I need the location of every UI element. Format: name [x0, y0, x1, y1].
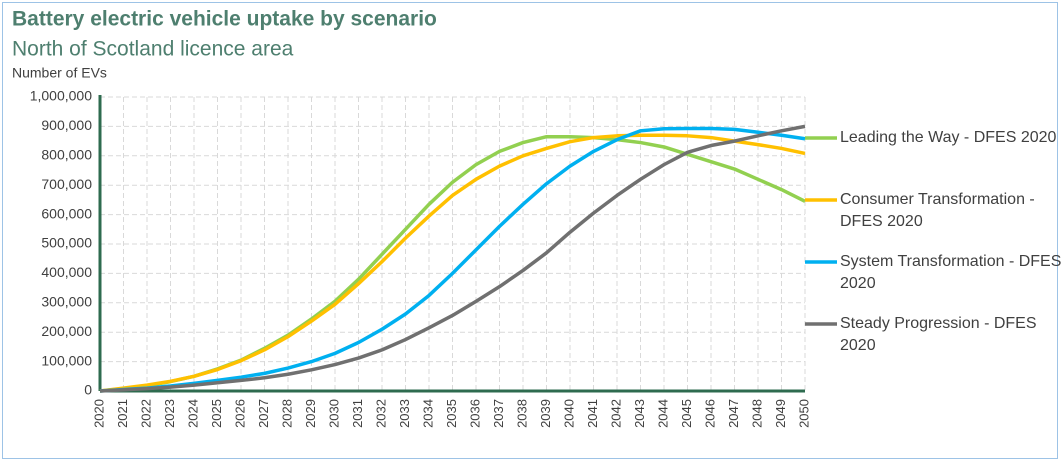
x-tick-label: 2021: [115, 399, 130, 428]
x-tick-label: 2048: [749, 399, 764, 428]
chart-subtitle: North of Scotland licence area: [12, 38, 294, 61]
x-tick-label: 2028: [279, 399, 294, 428]
x-tick-label: 2042: [608, 399, 623, 428]
x-tick-label: 2047: [726, 399, 741, 428]
y-tick-label: 1,000,000: [30, 88, 92, 104]
x-tick-label: 2049: [773, 399, 788, 428]
x-tick-label: 2050: [796, 399, 811, 428]
x-tick-label: 2025: [209, 399, 224, 428]
x-tick-label: 2045: [679, 399, 694, 428]
x-tick-label: 2037: [491, 399, 506, 428]
x-tick-label: 2039: [538, 399, 553, 428]
series-line: [99, 126, 806, 393]
x-tick-label: 2035: [444, 399, 459, 428]
y-tick-label: 300,000: [41, 294, 92, 310]
x-tick-label: 2036: [467, 399, 482, 428]
y-tick-label: 800,000: [41, 147, 92, 163]
y-tick-label: 700,000: [41, 176, 92, 192]
x-tick-label: 2038: [514, 399, 529, 428]
x-tick-label: 2020: [91, 399, 106, 428]
y-tick-label: 500,000: [41, 235, 92, 251]
series-line: [99, 133, 806, 393]
x-tick-label: 2034: [420, 399, 435, 428]
x-tick-label: 2044: [655, 399, 670, 428]
legend-label: Leading the Way - DFES 2020: [840, 129, 1057, 146]
legend-label: System Transformation - DFES 2020: [840, 253, 1062, 292]
legend-label: Steady Progression - DFES 2020: [840, 315, 1037, 354]
x-tick-label: 2043: [632, 399, 647, 428]
y-tick-label: 200,000: [41, 323, 92, 339]
y-tick-label: 400,000: [41, 264, 92, 280]
x-tick-label: 2026: [232, 399, 247, 428]
x-tick-label: 2030: [326, 399, 341, 428]
x-tick-label: 2041: [585, 399, 600, 428]
y-tick-label: 600,000: [41, 205, 92, 221]
y-tick-label: 100,000: [41, 352, 92, 368]
series-line: [99, 124, 806, 393]
x-tick-label: 2029: [303, 399, 318, 428]
series-line: [99, 134, 806, 393]
chart-title: Battery electric vehicle uptake by scena…: [12, 8, 437, 31]
x-tick-label: 2023: [162, 399, 177, 428]
frame: [2, 2, 1058, 459]
x-tick-label: 2046: [702, 399, 717, 428]
x-tick-label: 2024: [185, 399, 200, 428]
y-tick-label: 0: [84, 382, 92, 398]
x-tick-label: 2033: [397, 399, 412, 428]
y-tick-label: 900,000: [41, 117, 92, 133]
x-tick-label: 2027: [256, 399, 271, 428]
x-tick-label: 2040: [561, 399, 576, 428]
x-tick-label: 2031: [350, 399, 365, 428]
x-tick-label: 2022: [138, 399, 153, 428]
y-axis-label: Number of EVs: [12, 65, 107, 81]
legend-label: Consumer Transformation - DFES 2020: [840, 191, 1035, 230]
x-tick-label: 2032: [373, 399, 388, 428]
